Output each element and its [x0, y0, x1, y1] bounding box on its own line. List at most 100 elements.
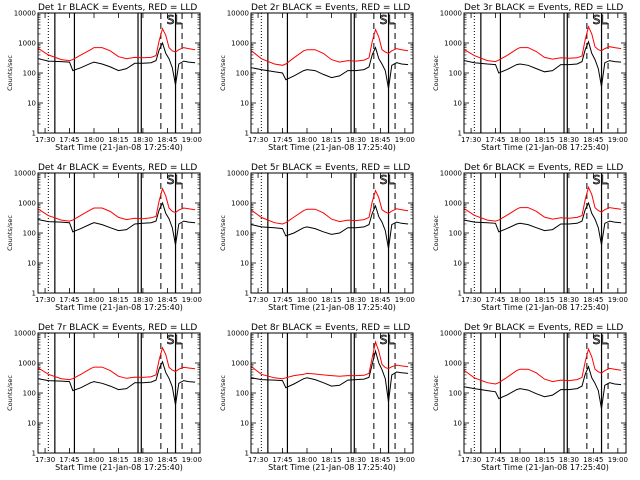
x-tick-label: 18:15 — [321, 456, 341, 464]
flare-marker-label: SL — [167, 13, 182, 27]
x-tick-label: 17:30 — [461, 136, 481, 144]
x-tick-label: 18:15 — [534, 296, 554, 304]
series-lld-line — [38, 346, 196, 381]
x-tick-label: 17:45 — [59, 296, 79, 304]
x-tick-label: 18:00 — [510, 456, 530, 464]
y-tick-label: 10 — [240, 260, 249, 268]
chart-title: Det 3r BLACK = Events, RED = LLD — [464, 3, 623, 13]
x-tick-label: 18:45 — [370, 296, 390, 304]
x-tick-label: 18:15 — [534, 136, 554, 144]
y-tick-label: 10000 — [440, 10, 462, 18]
chart-title: Det 7r BLACK = Events, RED = LLD — [38, 323, 197, 333]
series-lld-line — [464, 185, 622, 222]
y-tick-label: 1000 — [18, 200, 36, 208]
y-tick-label: 1000 — [231, 40, 249, 48]
x-tick-label: 18:45 — [370, 456, 390, 464]
x-tick-label: 19:00 — [608, 296, 628, 304]
series-lld-line — [38, 27, 196, 62]
y-axis-label: Counts/sec — [432, 55, 440, 91]
chart-panel-6: Det 6r BLACK = Events, RED = LLD 1 10 100 10… — [432, 163, 628, 312]
x-axis-label: Start Time (21-Jan-08 17:25:40) — [481, 143, 609, 152]
series-lld-line — [38, 187, 196, 222]
y-tick-label: 100 — [236, 230, 249, 238]
x-tick-label: 18:00 — [297, 456, 317, 464]
x-tick-label: 18:45 — [157, 136, 177, 144]
x-tick-label: 18:15 — [321, 296, 341, 304]
x-axis-label: Start Time (21-Jan-08 17:25:40) — [55, 303, 183, 312]
x-tick-label: 18:30 — [133, 136, 153, 144]
x-tick-label: 19:00 — [182, 296, 202, 304]
x-tick-label: 18:45 — [370, 136, 390, 144]
x-tick-label: 19:00 — [608, 456, 628, 464]
y-tick-label: 1 — [245, 450, 249, 458]
x-tick-label: 18:30 — [346, 296, 366, 304]
series-lld-line — [464, 347, 622, 385]
y-tick-label: 1000 — [444, 200, 462, 208]
y-tick-label: 10000 — [440, 170, 462, 178]
flare-marker-label: SL — [167, 333, 182, 347]
x-axis-label: Start Time (21-Jan-08 17:25:40) — [481, 463, 609, 472]
x-tick-label: 17:30 — [248, 136, 268, 144]
y-tick-label: 10000 — [14, 10, 36, 18]
x-tick-label: 19:00 — [608, 136, 628, 144]
x-tick-label: 18:30 — [346, 456, 366, 464]
x-tick-label: 18:30 — [346, 136, 366, 144]
y-axis-label: Counts/sec — [432, 215, 440, 251]
chart-title: Det 6r BLACK = Events, RED = LLD — [464, 163, 623, 173]
x-tick-label: 18:15 — [108, 136, 128, 144]
chart-panel-7: Det 7r BLACK = Events, RED = LLD 1 10 100 10… — [6, 323, 202, 472]
chart-title: Det 2r BLACK = Events, RED = LLD — [251, 3, 410, 13]
x-tick-label: 17:45 — [485, 136, 505, 144]
chart-title: Det 9r BLACK = Events, RED = LLD — [464, 323, 623, 333]
flare-marker-label: SL — [593, 13, 608, 27]
chart-title: Det 4r BLACK = Events, RED = LLD — [38, 163, 197, 173]
chart-panel-5: Det 5r BLACK = Events, RED = LLD 1 10 100 10… — [219, 163, 415, 312]
y-tick-label: 1 — [32, 290, 36, 298]
y-tick-label: 100 — [236, 390, 249, 398]
x-tick-label: 19:00 — [182, 136, 202, 144]
x-axis-label: Start Time (21-Jan-08 17:25:40) — [268, 303, 396, 312]
x-tick-label: 17:30 — [35, 456, 55, 464]
series-lld-line — [251, 340, 409, 380]
x-tick-label: 18:15 — [534, 456, 554, 464]
x-tick-label: 18:15 — [321, 136, 341, 144]
chart-panel-1: Det 1r BLACK = Events, RED = LLD 1 10 100 10… — [6, 3, 202, 152]
x-tick-label: 18:00 — [297, 136, 317, 144]
x-tick-label: 19:00 — [395, 136, 415, 144]
x-tick-label: 17:45 — [485, 456, 505, 464]
y-tick-label: 1 — [245, 290, 249, 298]
x-tick-label: 18:30 — [559, 296, 579, 304]
series-events-line — [38, 41, 196, 85]
x-tick-label: 18:30 — [559, 456, 579, 464]
x-tick-label: 18:15 — [108, 296, 128, 304]
x-tick-label: 17:30 — [35, 296, 55, 304]
x-tick-label: 19:00 — [395, 456, 415, 464]
y-tick-label: 100 — [23, 230, 36, 238]
chart-panel-8: Det 8r BLACK = Events, RED = LLD 1 10 100 10… — [219, 323, 415, 472]
x-tick-label: 17:30 — [248, 456, 268, 464]
y-tick-label: 100 — [236, 70, 249, 78]
x-tick-label: 17:45 — [272, 296, 292, 304]
series-lld-line — [464, 25, 622, 63]
x-tick-label: 18:00 — [84, 296, 104, 304]
flare-marker-label: SL — [380, 333, 395, 347]
chart-panel-2: Det 2r BLACK = Events, RED = LLD 1 10 100 10… — [219, 3, 415, 152]
y-axis-label: Counts/sec — [219, 215, 227, 251]
y-tick-label: 100 — [23, 390, 36, 398]
y-tick-label: 1 — [458, 290, 462, 298]
y-tick-label: 10 — [27, 260, 36, 268]
y-axis-label: Counts/sec — [6, 375, 14, 411]
x-axis-label: Start Time (21-Jan-08 17:25:40) — [481, 303, 609, 312]
chart-title: Det 1r BLACK = Events, RED = LLD — [38, 3, 197, 13]
y-tick-label: 10 — [240, 100, 249, 108]
y-axis-label: Counts/sec — [432, 375, 440, 411]
y-tick-label: 1000 — [231, 360, 249, 368]
y-tick-label: 100 — [449, 390, 462, 398]
chart-title: Det 8r BLACK = Events, RED = LLD — [251, 323, 410, 333]
series-lld-line — [251, 28, 409, 66]
y-axis-label: Counts/sec — [6, 215, 14, 251]
y-tick-label: 1 — [458, 130, 462, 138]
x-axis-label: Start Time (21-Jan-08 17:25:40) — [55, 143, 183, 152]
x-tick-label: 18:00 — [84, 456, 104, 464]
